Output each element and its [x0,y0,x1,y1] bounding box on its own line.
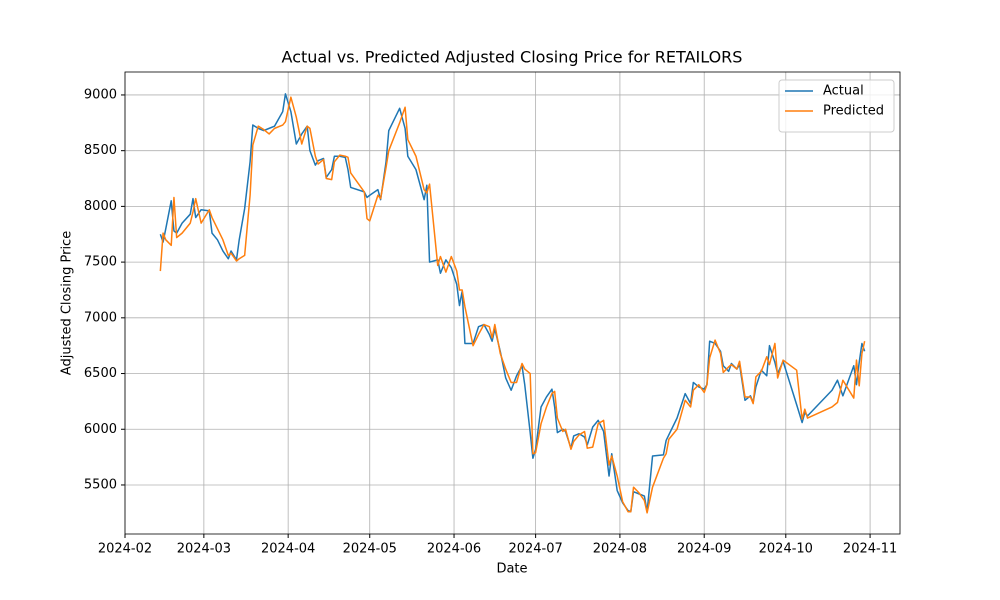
y-tick-label: 5500 [84,477,117,492]
x-tick-label: 2024-11 [843,542,897,557]
y-axis-label: Adjusted Closing Price [60,231,75,375]
y-tick-label: 6000 [84,422,117,437]
x-tick-label: 2024-09 [677,542,731,557]
x-tick-label: 2024-04 [261,542,315,557]
x-tick-label: 2024-10 [759,542,813,557]
x-tick-label: 2024-08 [593,542,647,557]
x-tick-label: 2024-07 [508,542,562,557]
legend-box [778,79,895,133]
legend-label: Actual [823,84,864,99]
y-tick-label: 7000 [84,310,117,325]
series-line [159,96,866,514]
plot-frame [124,71,901,535]
chart-title: Actual vs. Predicted Adjusted Closing Pr… [282,48,743,67]
plot-area: 5500 6000 6500 7000 7500 8000 8500 9000 2024-02 2… [84,71,901,557]
x-tick-label: 2024-03 [177,542,231,557]
legend-label: Predicted [823,104,884,119]
x-tick-label: 2024-06 [427,542,481,557]
y-tick-label: 8500 [84,143,117,158]
y-tick-label: 8000 [84,199,117,214]
x-tick-label: 2024-05 [343,542,397,557]
x-tick-label: 2024-02 [98,542,152,557]
x-axis-label: Date [496,562,527,577]
y-tick-label: 9000 [84,87,117,102]
legend: Actual Predicted [778,79,895,133]
y-tick-label: 6500 [84,366,117,381]
y-tick-label: 7500 [84,255,117,270]
